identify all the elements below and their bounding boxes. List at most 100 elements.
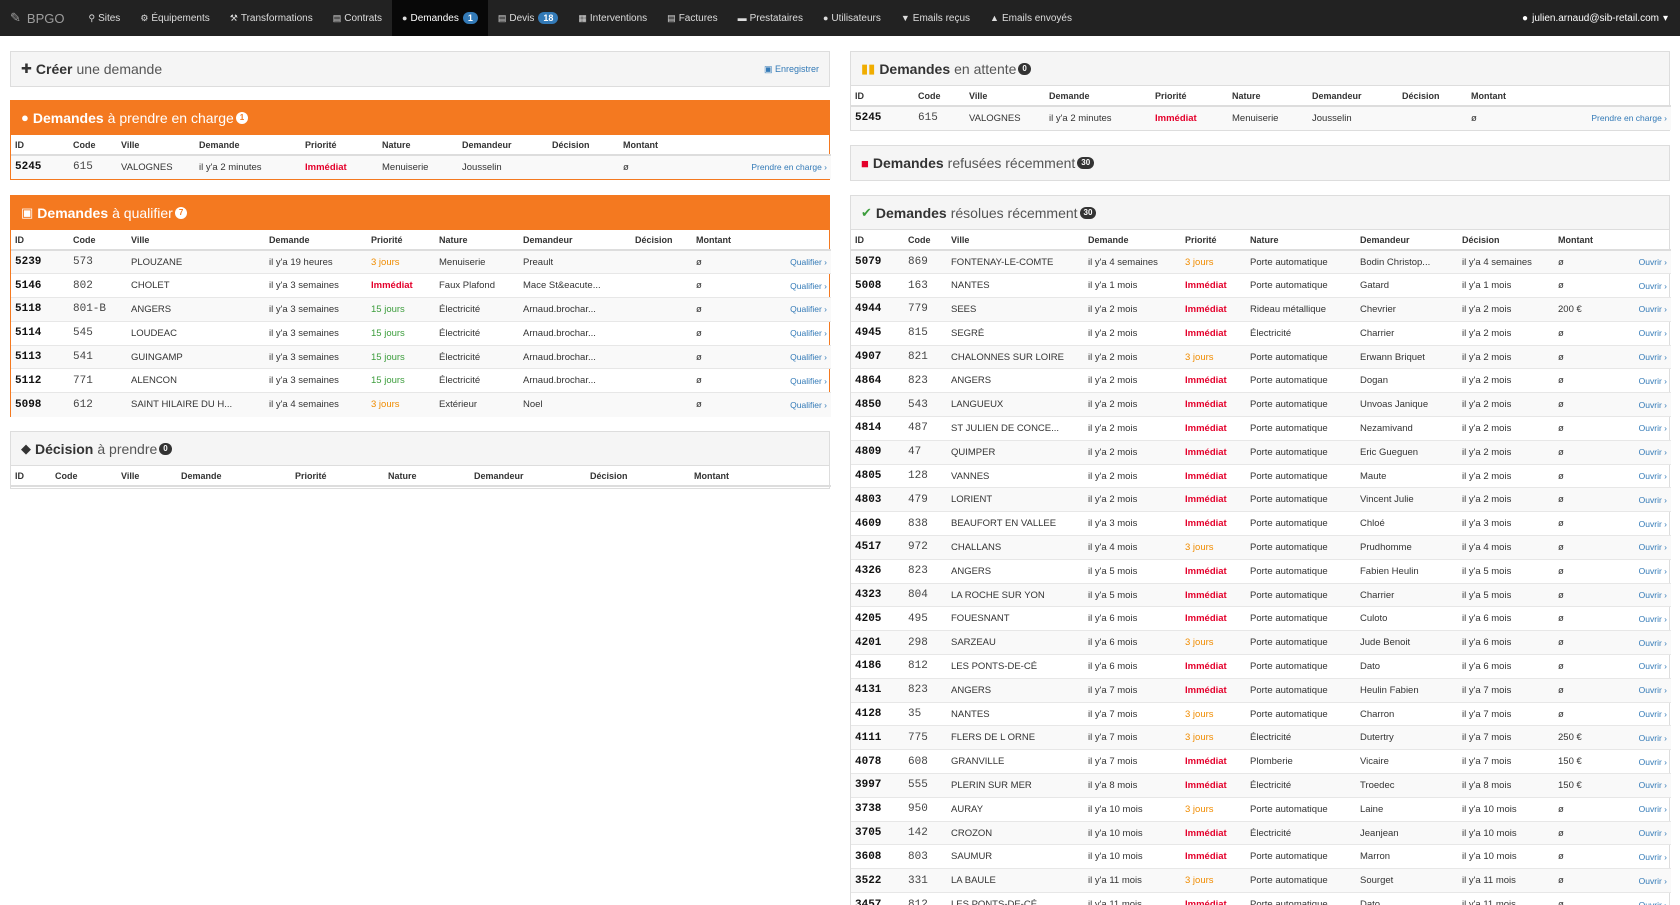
- row-action-link[interactable]: Ouvrir ›: [1619, 677, 1671, 703]
- row-action-link[interactable]: Ouvrir ›: [1619, 463, 1671, 488]
- column-header-nature[interactable]: Nature: [435, 230, 519, 251]
- table-row[interactable]: 5008 163 NANTES il y'a 1 mois Immédiat Porte …: [851, 273, 1671, 298]
- row-action-link[interactable]: Ouvrir ›: [1619, 892, 1671, 905]
- table-row[interactable]: 3997 555 PLERIN SUR MER il y'a 8 mois Immédi…: [851, 773, 1671, 798]
- row-action-link[interactable]: Ouvrir ›: [1619, 416, 1671, 441]
- table-row[interactable]: 5245 615 VALOGNES il y'a 2 minutes Immédiat M…: [851, 105, 1671, 130]
- user-menu[interactable]: ● julien.arnaud@sib-retail.com ▾: [1522, 13, 1680, 24]
- row-action-link[interactable]: Ouvrir ›: [1619, 511, 1671, 536]
- column-header-priorite[interactable]: Priorité: [367, 230, 435, 251]
- column-header-demandeur[interactable]: Demandeur: [1356, 230, 1458, 251]
- nav-item-0[interactable]: ⚲ Sites: [78, 0, 130, 36]
- nav-item-8[interactable]: ▬ Prestataires: [728, 0, 813, 36]
- row-action-link[interactable]: Ouvrir ›: [1619, 749, 1671, 774]
- row-action-link[interactable]: Ouvrir ›: [1619, 582, 1671, 607]
- row-action-link[interactable]: Qualifier ›: [750, 392, 831, 417]
- save-button[interactable]: ▣ Enregistrer: [763, 63, 819, 74]
- column-header-demande[interactable]: Demande: [265, 230, 367, 251]
- row-action-link[interactable]: Ouvrir ›: [1619, 535, 1671, 560]
- row-action-link[interactable]: Ouvrir ›: [1619, 439, 1671, 465]
- nav-item-9[interactable]: ● Utilisateurs: [813, 0, 891, 36]
- table-row[interactable]: 5239 573 PLOUZANE il y'a 19 heures 3 jours Me…: [11, 249, 831, 274]
- table-row[interactable]: 4186 812 LES PONTS-DE-CÉ il y'a 6 mois Imméd…: [851, 654, 1671, 679]
- row-action-link[interactable]: Qualifier ›: [750, 297, 831, 322]
- row-action-link[interactable]: Ouvrir ›: [1619, 368, 1671, 393]
- row-action-link[interactable]: Ouvrir ›: [1619, 844, 1671, 869]
- row-action-link[interactable]: Ouvrir ›: [1619, 868, 1671, 893]
- table-row[interactable]: 4205 495 FOUESNANT il y'a 6 mois Immédiat Por…: [851, 606, 1671, 631]
- row-action-link[interactable]: Ouvrir ›: [1619, 344, 1671, 369]
- table-row[interactable]: 3522 331 LA BAULE il y'a 11 mois 3 jours Port…: [851, 868, 1671, 893]
- table-row[interactable]: 4078 608 GRANVILLE il y'a 7 mois Immédiat Plo…: [851, 749, 1671, 774]
- column-header-decision[interactable]: Décision: [548, 135, 619, 156]
- nav-item-2[interactable]: ⚒ Transformations: [220, 0, 323, 36]
- column-header-demandeur[interactable]: Demandeur: [458, 135, 548, 156]
- row-action-link[interactable]: Qualifier ›: [750, 273, 831, 298]
- table-row[interactable]: 5098 612 SAINT HILAIRE DU H... il y'a 4 sem…: [11, 392, 831, 417]
- table-row[interactable]: 4850 543 LANGUEUX il y'a 2 mois Immédiat Port…: [851, 392, 1671, 417]
- nav-item-7[interactable]: ▤ Factures: [657, 0, 727, 36]
- column-header-id[interactable]: ID: [851, 86, 914, 107]
- table-row[interactable]: 5114 545 LOUDEAC il y'a 3 semaines 15 jours É…: [11, 320, 831, 346]
- column-header-id[interactable]: ID: [11, 230, 69, 251]
- nav-item-10[interactable]: ▼ Emails reçus: [891, 0, 980, 36]
- table-row[interactable]: 5146 802 CHOLET il y'a 3 semaines Immédiat Fa…: [11, 273, 831, 298]
- column-header-montant[interactable]: Montant: [1554, 230, 1619, 251]
- table-row[interactable]: 5118 801-B ANGERS il y'a 3 semaines 15 jours…: [11, 297, 831, 322]
- row-action-link[interactable]: Ouvrir ›: [1619, 392, 1671, 417]
- row-action-link[interactable]: Ouvrir ›: [1619, 273, 1671, 298]
- column-header-demande[interactable]: Demande: [1045, 86, 1151, 107]
- column-header-ville[interactable]: Ville: [127, 230, 265, 251]
- table-row[interactable]: 4809 47 QUIMPER il y'a 2 mois Immédiat Porte …: [851, 439, 1671, 465]
- column-header-demandeur[interactable]: Demandeur: [470, 466, 586, 487]
- row-action-link[interactable]: Prendre en charge ›: [681, 154, 831, 179]
- table-row[interactable]: 4128 35 NANTES il y'a 7 mois 3 jours Porte au…: [851, 701, 1671, 726]
- column-header-ville[interactable]: Ville: [117, 466, 177, 487]
- table-row[interactable]: 4323 804 LA ROCHE SUR YON il y'a 5 mois Immé…: [851, 582, 1671, 607]
- row-action-link[interactable]: Qualifier ›: [750, 320, 831, 346]
- nav-item-5[interactable]: ▤ Devis 18: [488, 0, 569, 36]
- column-header-ville[interactable]: Ville: [947, 230, 1084, 251]
- table-row[interactable]: 4945 815 SEGRÉ il y'a 2 mois Immédiat Électri…: [851, 320, 1671, 346]
- row-action-link[interactable]: Qualifier ›: [750, 368, 831, 393]
- column-header-montant[interactable]: Montant: [1467, 86, 1527, 107]
- column-header-demande[interactable]: Demande: [177, 466, 291, 487]
- row-action-link[interactable]: Ouvrir ›: [1619, 773, 1671, 798]
- table-row[interactable]: 4805 128 VANNES il y'a 2 mois Immédiat Porte …: [851, 463, 1671, 488]
- column-header-decision[interactable]: Décision: [586, 466, 690, 487]
- column-header-montant[interactable]: Montant: [619, 135, 681, 156]
- column-header-montant[interactable]: Montant: [692, 230, 750, 251]
- column-header-id[interactable]: ID: [11, 135, 69, 156]
- table-row[interactable]: 4864 823 ANGERS il y'a 2 mois Immédiat Porte …: [851, 368, 1671, 393]
- row-action-link[interactable]: Ouvrir ›: [1619, 725, 1671, 750]
- table-row[interactable]: 5112 771 ALENCON il y'a 3 semaines 15 jours É…: [11, 368, 831, 393]
- column-header-code[interactable]: Code: [904, 230, 947, 251]
- column-header-ville[interactable]: Ville: [965, 86, 1045, 107]
- column-header-demandeur[interactable]: Demandeur: [519, 230, 631, 251]
- row-action-link[interactable]: Qualifier ›: [750, 249, 831, 274]
- table-row[interactable]: 4609 838 BEAUFORT EN VALLEE il y'a 3 mois Im…: [851, 511, 1671, 536]
- row-action-link[interactable]: Ouvrir ›: [1619, 249, 1671, 274]
- column-header-code[interactable]: Code: [51, 466, 117, 487]
- nav-item-6[interactable]: ▦ Interventions: [568, 0, 657, 36]
- table-row[interactable]: 4907 821 CHALONNES SUR LOIRE il y'a 2 mois 3…: [851, 344, 1671, 369]
- row-action-link[interactable]: Ouvrir ›: [1619, 820, 1671, 845]
- row-action-link[interactable]: Ouvrir ›: [1619, 558, 1671, 584]
- column-header-demande[interactable]: Demande: [1084, 230, 1181, 251]
- column-header-id[interactable]: ID: [11, 466, 51, 487]
- table-row[interactable]: 4944 779 SEES il y'a 2 mois Immédiat Rideau m…: [851, 297, 1671, 322]
- brand[interactable]: ✎ BPGO: [0, 0, 78, 36]
- column-header-priorite[interactable]: Priorité: [301, 135, 378, 156]
- column-header-code[interactable]: Code: [69, 135, 117, 156]
- table-row[interactable]: 5113 541 GUINGAMP il y'a 3 semaines 15 jours…: [11, 344, 831, 369]
- row-action-link[interactable]: Prendre en charge ›: [1527, 105, 1671, 130]
- row-action-link[interactable]: Ouvrir ›: [1619, 701, 1671, 726]
- column-header-montant[interactable]: Montant: [690, 466, 770, 487]
- table-row[interactable]: 4803 479 LORIENT il y'a 2 mois Immédiat Porte…: [851, 487, 1671, 512]
- column-header-nature[interactable]: Nature: [384, 466, 470, 487]
- row-action-link[interactable]: Ouvrir ›: [1619, 320, 1671, 346]
- column-header-nature[interactable]: Nature: [378, 135, 458, 156]
- column-header-nature[interactable]: Nature: [1228, 86, 1308, 107]
- column-header-priorite[interactable]: Priorité: [291, 466, 384, 487]
- nav-item-11[interactable]: ▲ Emails envoyés: [980, 0, 1082, 36]
